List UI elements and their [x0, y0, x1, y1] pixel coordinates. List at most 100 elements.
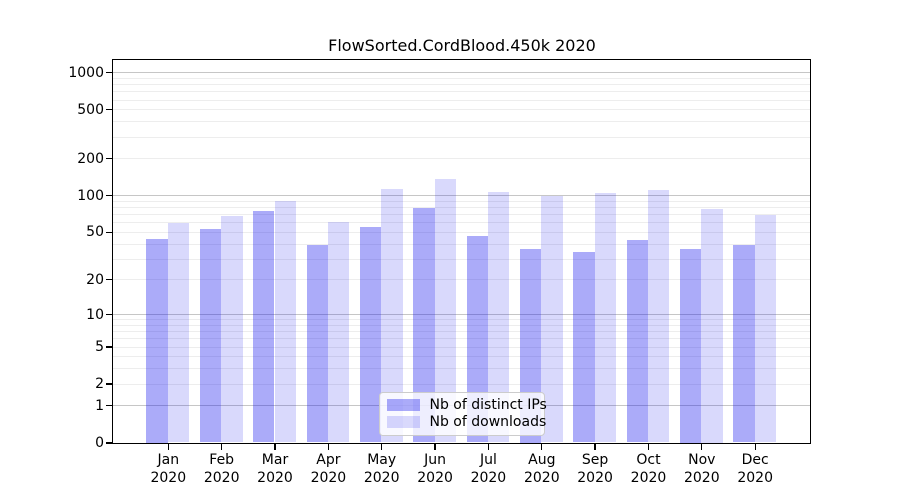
bar-nb-of-distinct-ips-sep [573, 251, 595, 443]
x-axis-tick-label: Aug 2020 [497, 452, 587, 487]
legend-item-distinct-ips: Nb of distinct IPs [386, 397, 547, 414]
bar-nb-of-downloads-may [381, 188, 403, 443]
x-tick-year: 2020 [203, 469, 240, 486]
bar-nb-of-downloads-feb [221, 216, 243, 443]
y-tick-mark [106, 346, 113, 348]
x-tick-month: May [367, 452, 397, 468]
y-tick-mark [106, 231, 113, 233]
minor-gridline [112, 279, 810, 281]
legend-item-downloads: Nb of downloads [386, 414, 546, 431]
x-tick-month: Jul [479, 452, 497, 468]
plot-area: Nb of distinct IPs Nb of downloads [111, 58, 811, 444]
bar-nb-of-downloads-oct [648, 190, 670, 443]
minor-gridline [112, 77, 810, 79]
x-tick-year: 2020 [417, 469, 453, 486]
minor-gridline [112, 200, 810, 202]
x-tick-month: Jun [424, 452, 447, 468]
minor-gridline [112, 338, 810, 340]
y-axis-tick-label: 0 [95, 435, 104, 451]
x-tick-mark [167, 444, 169, 450]
x-tick-year: 2020 [737, 469, 773, 486]
x-tick-month: Nov [688, 452, 716, 468]
x-axis-tick-label: Apr 2020 [283, 452, 373, 487]
y-tick-mark [106, 194, 113, 197]
x-tick-year: 2020 [683, 469, 720, 486]
y-axis-tick-label: 10 [86, 306, 104, 323]
y-axis-tick-label: 20 [86, 271, 104, 288]
minor-gridline [112, 84, 810, 86]
bar-nb-of-distinct-ips-nov [679, 249, 702, 443]
y-tick-mark [106, 383, 113, 385]
bar-nb-of-downloads-jun [434, 179, 456, 443]
minor-gridline [112, 346, 810, 348]
bar-nb-of-downloads-jul [487, 191, 510, 443]
bar-nb-of-distinct-ips-jun [413, 208, 435, 443]
x-tick-year: 2020 [523, 469, 560, 486]
minor-gridline [112, 258, 810, 260]
minor-gridline [112, 222, 810, 224]
bar-nb-of-distinct-ips-jul [466, 236, 488, 443]
legend-swatch-downloads [386, 415, 420, 429]
bar-nb-of-downloads-sep [594, 193, 616, 443]
x-axis-tick-label: May 2020 [337, 452, 427, 487]
x-axis-tick-label: Nov 2020 [657, 452, 747, 487]
minor-gridline [112, 319, 810, 321]
x-axis-tick-label: Oct 2020 [604, 452, 694, 487]
x-tick-mark [594, 444, 596, 450]
bar-nb-of-distinct-ips-dec [733, 244, 755, 443]
x-tick-month: Apr [316, 452, 341, 468]
minor-gridline [112, 121, 810, 123]
x-tick-mark [327, 444, 330, 450]
minor-gridline [112, 324, 810, 326]
x-axis-tick-label: Feb 2020 [177, 452, 267, 487]
legend-label-downloads: Nb of downloads [429, 414, 547, 430]
bar-nb-of-downloads-nov [701, 209, 723, 443]
y-axis-tick-label: 5 [95, 339, 104, 355]
bar-nb-of-distinct-ips-oct [626, 239, 648, 443]
x-tick-month: Aug [528, 452, 556, 468]
x-tick-month: Sep [581, 452, 609, 468]
y-tick-mark [106, 72, 113, 74]
x-tick-month: Jan [157, 452, 180, 468]
y-axis-tick-label: 200 [77, 150, 104, 167]
minor-gridline [112, 356, 810, 358]
bar-nb-of-distinct-ips-apr [306, 244, 328, 443]
legend: Nb of distinct IPs Nb of downloads [378, 391, 547, 436]
x-tick-year: 2020 [363, 469, 400, 486]
bar-nb-of-distinct-ips-feb [199, 228, 222, 443]
bar-nb-of-downloads-aug [541, 195, 563, 443]
x-tick-mark [754, 444, 756, 450]
x-tick-month: Feb [209, 452, 235, 468]
major-gridline [112, 314, 810, 315]
x-tick-mark [487, 444, 490, 450]
y-axis-tick-label: 500 [77, 101, 104, 118]
x-tick-month: Oct [636, 452, 661, 468]
x-axis-tick-label: Sep 2020 [550, 452, 640, 487]
x-tick-year: 2020 [577, 469, 613, 486]
x-axis-tick-label: Dec 2020 [710, 452, 800, 487]
bar-nb-of-distinct-ips-may [359, 226, 382, 443]
x-tick-mark [434, 444, 436, 450]
y-tick-mark [106, 279, 113, 281]
x-axis-tick-label: Mar 2020 [230, 452, 320, 487]
minor-gridline [112, 368, 810, 370]
y-axis-tick-label: 50 [86, 224, 104, 241]
minor-gridline [112, 243, 810, 245]
y-tick-mark [106, 313, 113, 316]
y-axis-tick-label: 1 [95, 397, 104, 414]
y-tick-mark [106, 109, 113, 111]
x-tick-mark [221, 444, 223, 450]
x-tick-mark [274, 444, 276, 450]
x-tick-year: 2020 [150, 469, 187, 486]
chart-title: FlowSorted.CordBlood.450k 2020 [328, 36, 596, 55]
bar-nb-of-downloads-mar [274, 200, 296, 443]
minor-gridline [112, 231, 810, 233]
x-tick-year: 2020 [470, 469, 507, 486]
bar-nb-of-downloads-jan [167, 223, 190, 443]
x-tick-mark [647, 444, 650, 450]
x-tick-mark [541, 444, 543, 450]
x-tick-year: 2020 [310, 469, 347, 486]
x-tick-mark [701, 444, 703, 450]
y-tick-mark [106, 158, 113, 160]
